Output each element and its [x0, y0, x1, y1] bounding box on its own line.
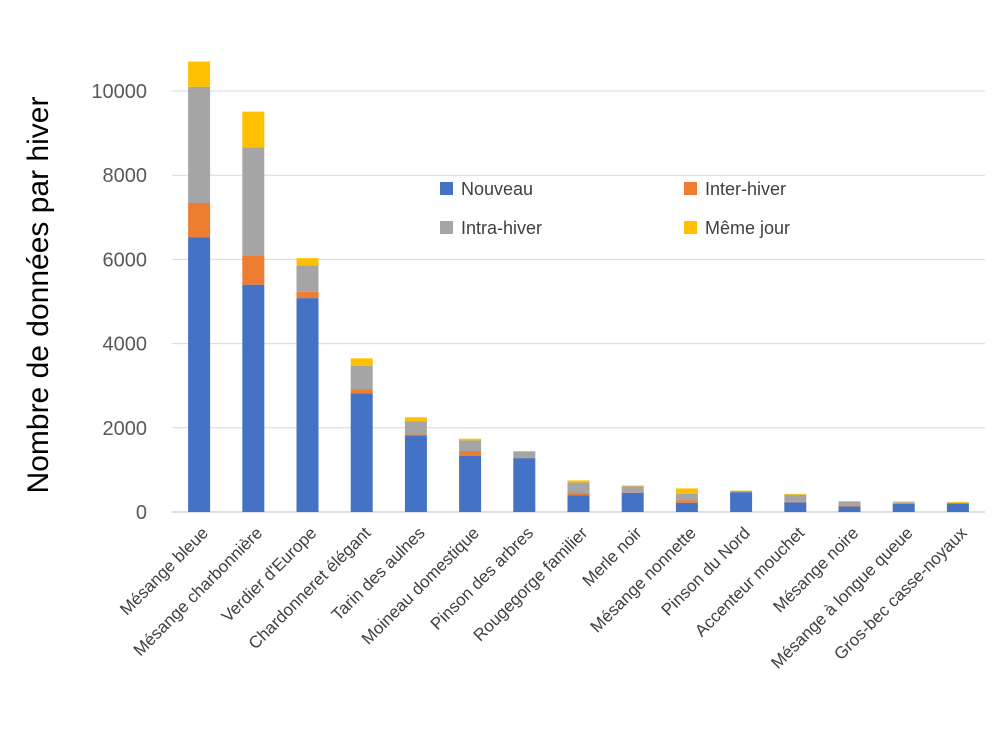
bar-segment [296, 258, 319, 266]
bar-segment [513, 458, 536, 512]
legend: Nouveau Inter-hiver Intra-hiver Même jour [440, 179, 790, 238]
x-category-label: Tarin des aulnes [328, 523, 429, 624]
bar-segment [242, 147, 265, 256]
bar-segment [892, 504, 915, 512]
bar-segment [567, 482, 590, 494]
bar-segment [513, 457, 536, 459]
bar-segment [459, 440, 482, 451]
bar-segment [784, 493, 807, 495]
bar-segment [784, 502, 807, 512]
bar-segment [242, 255, 265, 285]
bar-segment [404, 417, 427, 422]
bar-segment [946, 501, 969, 503]
legend-swatch [684, 221, 697, 234]
bar-segment [296, 291, 319, 299]
legend-label: Intra-hiver [461, 218, 542, 238]
bar-segment [242, 284, 265, 512]
bar-segment [350, 393, 373, 512]
bar-segment [459, 450, 482, 457]
bar-segment [188, 237, 211, 512]
bar-segment [350, 365, 373, 390]
bar-segment [675, 488, 698, 494]
bar-segment [242, 111, 265, 148]
bar-segment [567, 480, 590, 483]
y-tick-label: 4000 [103, 334, 148, 356]
y-tick-label: 2000 [103, 418, 148, 440]
legend-label: Nouveau [461, 179, 533, 199]
bar-segment [350, 389, 373, 394]
bar-segment [567, 495, 590, 512]
y-tick-label: 0 [136, 502, 147, 524]
bar-segment [296, 265, 319, 292]
bar-segment [784, 494, 807, 502]
bar-segment [675, 500, 698, 503]
bar-segment [296, 298, 319, 512]
bar-segment [188, 86, 211, 203]
y-axis-title: Nombre de données par hiver [22, 97, 55, 494]
bar-segment [838, 501, 861, 506]
y-tick-label: 6000 [103, 249, 148, 271]
bar-segment [404, 435, 427, 512]
bar-segment [730, 490, 753, 493]
bar-segment [188, 202, 211, 238]
x-category-label: Pinson des arbres [427, 523, 537, 633]
legend-label: Même jour [705, 218, 790, 238]
bar-segment [513, 450, 536, 452]
bar-segment [946, 503, 969, 512]
bar-segment [675, 502, 698, 512]
legend-label: Inter-hiver [705, 179, 786, 199]
bar-segment [513, 451, 536, 458]
legend-swatch [440, 221, 453, 234]
gridlines [172, 90, 985, 513]
bar-segment [567, 493, 590, 496]
y-axis-ticks: 0 2000 4000 6000 8000 10000 [91, 81, 147, 524]
bar-segment [838, 501, 861, 502]
legend-swatch [440, 182, 453, 195]
y-tick-label: 8000 [103, 165, 148, 187]
legend-swatch [684, 182, 697, 195]
bar-segment [404, 421, 427, 435]
bar-segment [946, 502, 969, 504]
bar-segment [675, 493, 698, 501]
bar-segment [892, 501, 915, 503]
bar-segment [459, 456, 482, 512]
bar-segment [621, 492, 644, 512]
bar-segment [459, 438, 482, 441]
bar-segment [730, 492, 753, 512]
x-category-label: Verdier d'Europe [218, 523, 321, 626]
bar-segment [892, 502, 915, 505]
bars [188, 61, 969, 512]
bar-segment [621, 486, 644, 493]
bar-segment [621, 485, 644, 487]
bar-segment [350, 358, 373, 366]
bar-segment [188, 61, 211, 87]
bar-segment [404, 434, 427, 436]
bar-segment [838, 506, 861, 512]
bar-segment [838, 505, 861, 507]
y-tick-label: 10000 [91, 81, 147, 103]
